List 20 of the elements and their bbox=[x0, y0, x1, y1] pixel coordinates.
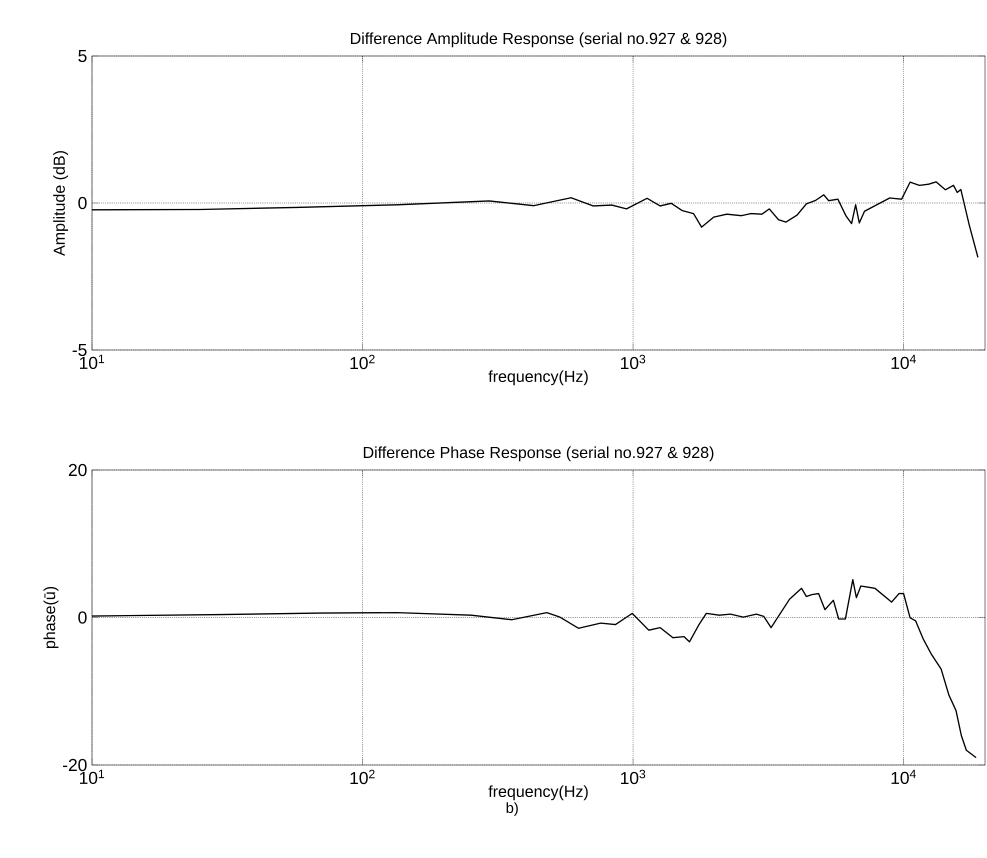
y-axis-title: Amplitude (dB) bbox=[53, 151, 68, 256]
y-tick-label: -20 bbox=[63, 758, 87, 772]
x-tick-label: 10$^{1}$ bbox=[80, 354, 104, 370]
y-tick-label: 5 bbox=[78, 50, 87, 62]
y-tick-label: -5 bbox=[72, 344, 87, 356]
y-axis-title: phase(ū) bbox=[44, 586, 58, 648]
x-tick-label: 10$^{4}$ bbox=[892, 354, 916, 370]
y-tick-label: 0 bbox=[78, 196, 87, 210]
x-tick-label: 10$^{4}$ bbox=[892, 770, 916, 784]
y-tick-label: 0 bbox=[78, 611, 87, 624]
x-tick-label: 10$^{3}$ bbox=[621, 354, 646, 370]
x-tick-label: 10$^{2}$ bbox=[350, 354, 375, 370]
y-tick-label: 20 bbox=[68, 464, 87, 476]
chart-title: Difference Amplitude Response (serial no.927 & 928) bbox=[350, 32, 726, 48]
x-tick-label: 10$^{3}$ bbox=[621, 770, 646, 784]
x-axis-title: frequency(Hz) bbox=[488, 785, 588, 800]
chart-title: Difference Phase Response (serial no.927 & 928) bbox=[364, 446, 714, 462]
text: b) bbox=[506, 802, 518, 816]
x-axis-title: frequency(Hz) bbox=[488, 370, 588, 386]
x-tick-label: 10$^{2}$ bbox=[350, 770, 375, 784]
